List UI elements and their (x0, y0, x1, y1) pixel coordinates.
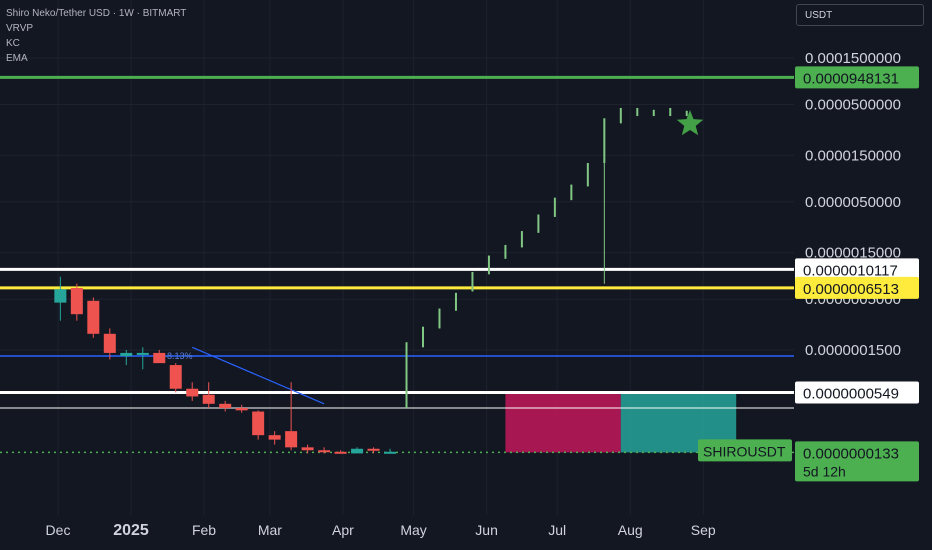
time-axis-tick: Aug (618, 522, 643, 538)
price-label-value-2: 0.0000006513 (803, 281, 899, 298)
candle-body (219, 403, 232, 409)
price-axis-tick: 0.0000050000 (805, 194, 901, 211)
candle-body (169, 365, 182, 389)
time-axis-tick: 2025 (113, 522, 149, 539)
candle-body (202, 394, 215, 404)
time-axis-tick: Sep (691, 522, 716, 538)
candle-body (301, 447, 314, 451)
trend-line[interactable] (191, 346, 325, 405)
indicator-ema[interactable]: EMA (6, 53, 28, 64)
time-axis-tick: Jul (548, 522, 566, 538)
candle-body (103, 333, 116, 353)
price-axis-tick: 0.0001500000 (805, 50, 901, 67)
currency-selector[interactable]: USDT (796, 4, 924, 26)
symbol-label-badge (698, 439, 792, 462)
percent-change-label: -8.13% (164, 351, 193, 361)
price-label-value-0: 0.0000948131 (803, 70, 899, 87)
chart-legend: Shiro Neko/Tether USD · 1W · BITMART VRV… (6, 6, 186, 66)
time-axis-tick: Jun (475, 522, 498, 538)
price-label-value-1: 0.0000010117 (803, 262, 898, 279)
price-label-value-3: 0.0000000549 (803, 385, 899, 402)
candle-body (70, 288, 83, 315)
time-axis-tick: Feb (192, 522, 216, 538)
symbol-title[interactable]: Shiro Neko/Tether USD · 1W · BITMART (6, 8, 187, 19)
candle-body (268, 435, 281, 440)
candle-body (54, 289, 67, 303)
price-axis-tick: 0.0000150000 (805, 147, 901, 164)
price-label-badge-4 (795, 441, 919, 482)
time-axis-tick: May (400, 522, 426, 538)
price-label-value-4: 0.0000000133 (803, 445, 899, 462)
candle-body (186, 388, 199, 397)
symbol-label: SHIROUSDT (703, 443, 786, 459)
candle-body (120, 352, 133, 357)
candle-body (252, 411, 265, 436)
price-axis-tick: 0.0000015000 (805, 245, 901, 262)
indicator-kc[interactable]: KC (6, 38, 20, 49)
candle-body (384, 451, 397, 454)
price-axis-tick: 0.0000001500 (805, 342, 901, 359)
candle-body (285, 431, 298, 448)
indicator-vrvp[interactable]: VRVP (6, 23, 34, 34)
candle-body (367, 448, 380, 451)
candle-body (235, 408, 248, 411)
time-axis-tick: Dec (46, 522, 71, 538)
candle-body (334, 451, 347, 454)
bar-countdown: 5d 12h (803, 463, 846, 479)
price-label-badge-0 (795, 66, 919, 89)
candle-body (153, 352, 166, 364)
price-label-badge-3 (795, 381, 919, 404)
time-axis-tick: Mar (258, 522, 282, 538)
candle-body (87, 300, 100, 334)
candle-body (136, 352, 149, 355)
star-icon (676, 110, 704, 136)
price-label-badge-2 (795, 276, 919, 299)
price-axis-tick: 0.0000500000 (805, 96, 901, 113)
candle-body (318, 450, 331, 453)
candle-body (351, 448, 364, 454)
price-label-badge-1 (795, 258, 919, 281)
zone-box-0[interactable] (505, 392, 621, 453)
time-axis-tick: Apr (332, 522, 354, 538)
